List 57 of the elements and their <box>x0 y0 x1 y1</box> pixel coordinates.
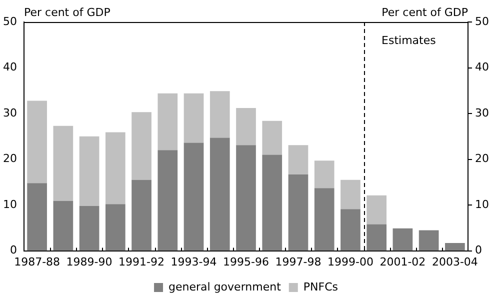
x-tick-label: 1991-92 <box>118 255 165 268</box>
bar <box>79 206 100 251</box>
bar <box>184 93 204 143</box>
bar <box>366 224 387 251</box>
y2-tick-label: 10 <box>475 198 490 211</box>
bar <box>158 93 178 150</box>
x-tick-label: 1993-94 <box>170 255 217 268</box>
bar <box>158 150 178 251</box>
bar <box>288 174 308 251</box>
bar <box>132 112 152 180</box>
y-tick-label: 20 <box>2 152 17 166</box>
bar <box>236 145 256 251</box>
bar <box>79 136 100 206</box>
bar <box>53 126 74 201</box>
y-tick-label: 10 <box>2 198 17 211</box>
y2-axis-title: Per cent of GDP <box>382 6 468 19</box>
y2-tick-label: 20 <box>475 152 490 166</box>
y-tick-label: 50 <box>2 14 17 28</box>
bar <box>340 209 360 251</box>
bar <box>210 138 230 251</box>
bar <box>132 180 152 251</box>
x-tick-label: 1987-88 <box>14 255 60 268</box>
y2-tick-label: 30 <box>475 106 490 120</box>
bar <box>105 132 126 204</box>
bar <box>53 200 74 251</box>
bar <box>418 230 439 251</box>
x-tick-label: 1997-98 <box>275 255 322 268</box>
bar <box>314 160 334 188</box>
legend-label: PNFCs <box>303 280 338 294</box>
y-tick-label: 0 <box>10 244 17 257</box>
x-tick-label: 1999-00 <box>327 255 374 268</box>
y2-tick-label: 0 <box>475 244 482 257</box>
bar <box>27 100 47 184</box>
bar <box>392 228 413 251</box>
bar <box>262 154 282 251</box>
annotation: Estimates <box>382 34 436 47</box>
bar <box>184 142 204 251</box>
bar <box>314 188 334 251</box>
bar <box>105 204 126 251</box>
x-tick-label: 2001-02 <box>380 255 426 268</box>
y-axis-title: Per cent of GDP <box>24 6 111 19</box>
bar <box>262 120 282 155</box>
bar <box>366 195 387 224</box>
bar <box>27 183 47 251</box>
legend-label: general government <box>168 280 282 294</box>
x-tick-label: 1995-96 <box>223 255 269 268</box>
bar <box>210 91 230 138</box>
y2-tick-label: 40 <box>475 60 490 74</box>
x-tick-label: 1989-90 <box>66 255 112 268</box>
y2-tick-label: 50 <box>475 14 490 28</box>
bar <box>340 180 360 210</box>
y-tick-label: 40 <box>2 60 17 74</box>
x-tick-label: 2003-04 <box>432 255 478 268</box>
y-tick-label: 30 <box>2 106 17 120</box>
bar <box>236 108 256 146</box>
bar <box>288 145 308 174</box>
bar <box>445 243 465 251</box>
